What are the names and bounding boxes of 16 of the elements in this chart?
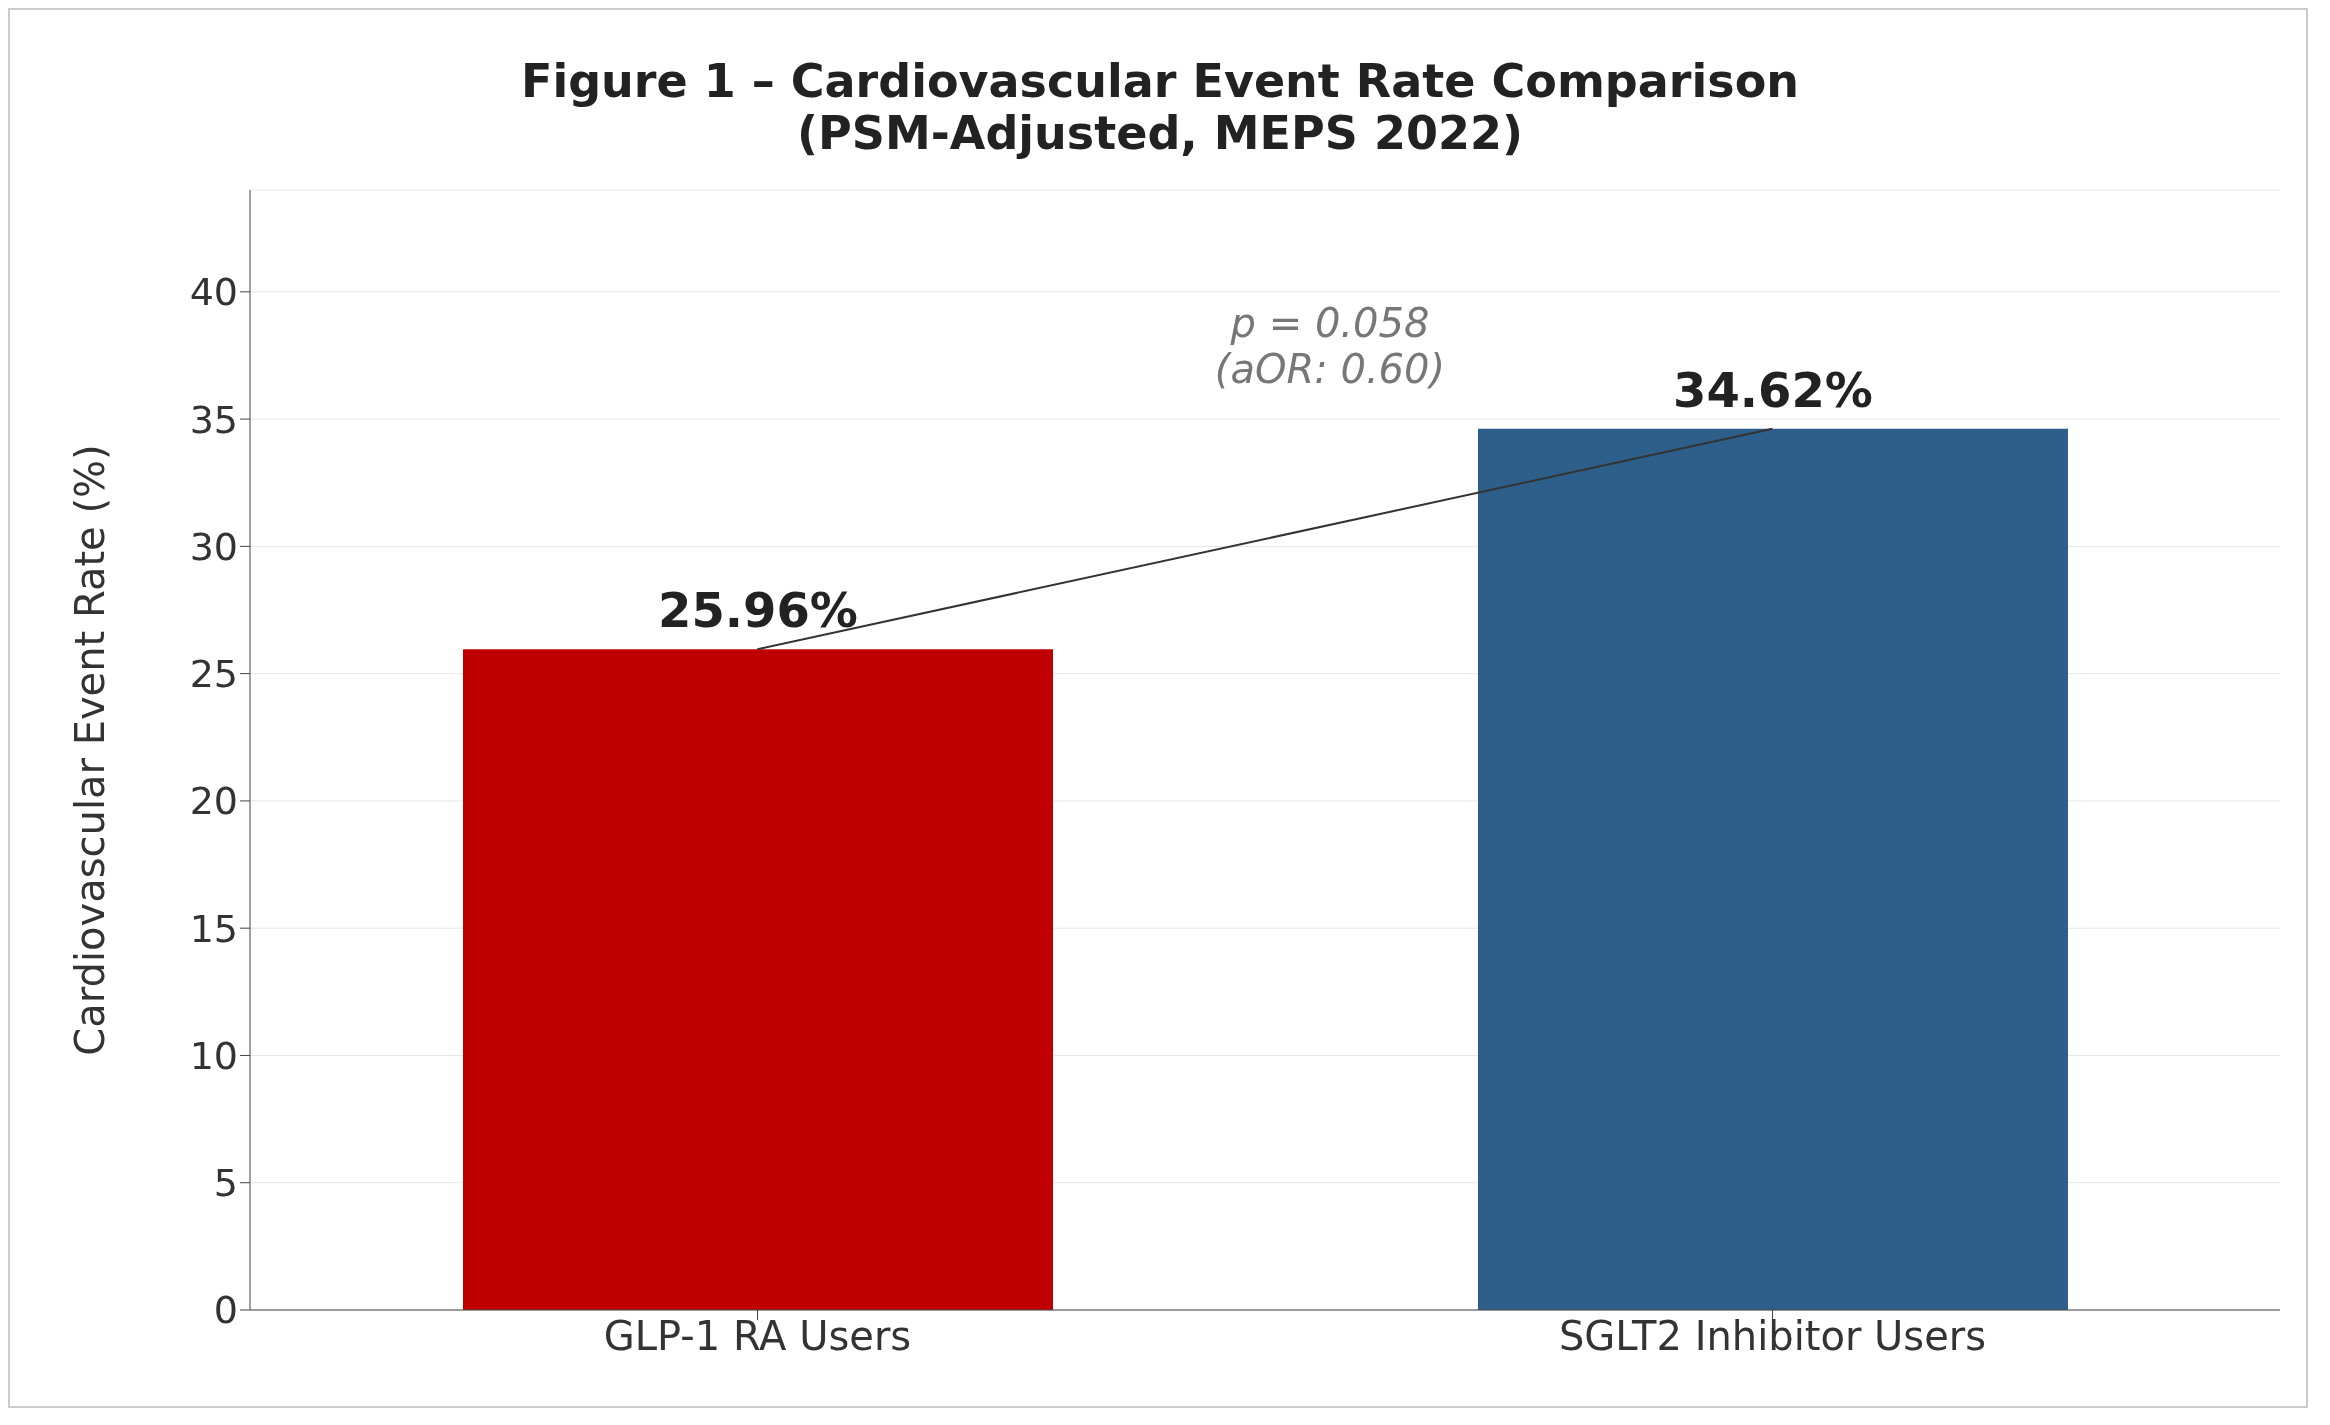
data-label: 34.62% xyxy=(1673,361,1873,418)
y-tick-label: 40 xyxy=(189,270,238,315)
data-label: 25.96% xyxy=(658,582,858,639)
y-tick-label: 35 xyxy=(189,397,238,442)
y-tick-label: 5 xyxy=(213,1161,238,1206)
y-tick-label: 15 xyxy=(189,906,238,951)
x-tick-label: GLP-1 RA Users xyxy=(603,1313,912,1360)
annotation: p = 0.058 (aOR: 0.60) xyxy=(1213,300,1447,392)
y-tick-label: 25 xyxy=(189,652,238,697)
y-tick-label: 0 xyxy=(213,1288,238,1333)
y-tick-label: 10 xyxy=(189,1033,238,1078)
y-tick-label: 20 xyxy=(189,779,238,824)
x-tick-label: SGLT2 Inhibitor Users xyxy=(1558,1313,1987,1360)
chart-title: Figure 1 – Cardiovascular Event Rate Comparison (PSM-Adjusted, MEPS 2022) xyxy=(520,54,1800,160)
y-axis-title: Cardiovascular Event Rate (%) xyxy=(67,444,114,1056)
y-tick-label: 30 xyxy=(189,524,238,569)
